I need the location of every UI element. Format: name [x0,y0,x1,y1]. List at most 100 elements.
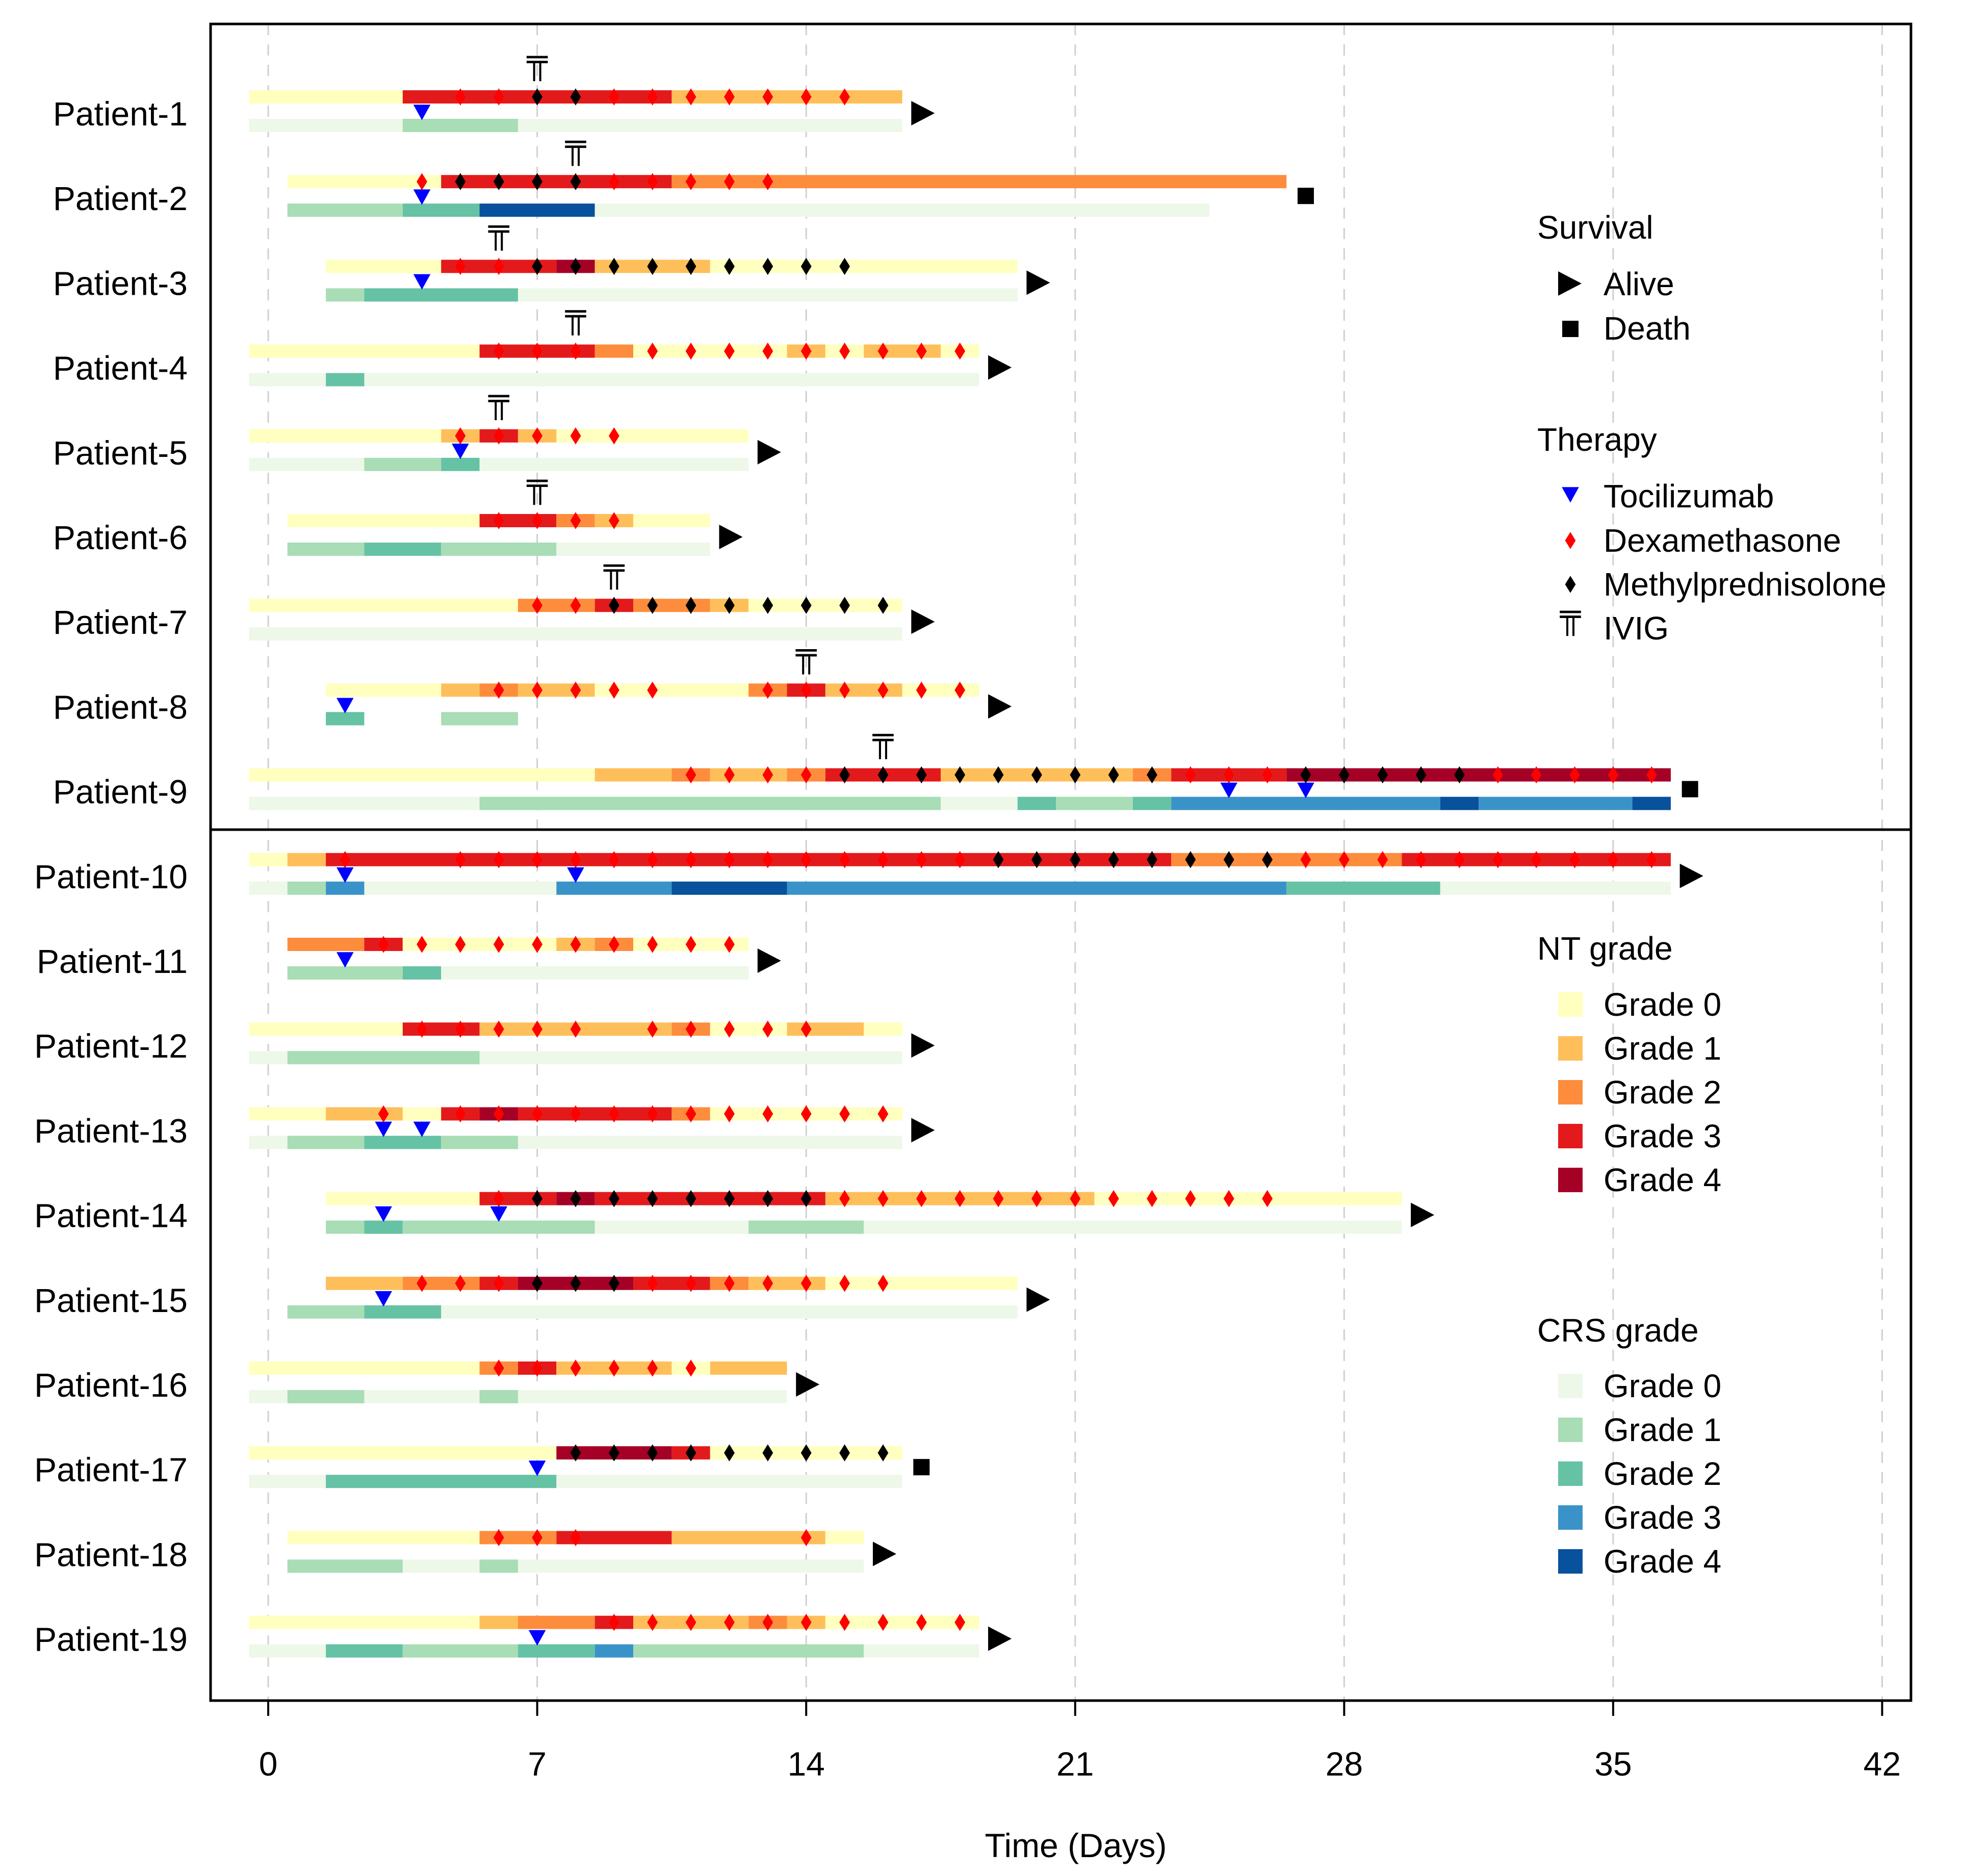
dexamethasone-marker [647,851,658,868]
dexamethasone-marker [493,342,504,360]
dexamethasone-marker [608,1613,619,1631]
dexamethasone-marker [647,1275,658,1292]
patient-markers [417,1020,935,1058]
nt-segment [249,853,288,866]
legend-title: Therapy [1537,421,1657,458]
crs-segment [326,1644,403,1658]
crs-segment [1440,796,1479,810]
nt-segment [249,599,518,612]
methylprednisolone-marker [762,1444,773,1461]
nt-segment [710,260,1018,273]
crs-segment [287,203,403,217]
dexamethasone-marker [417,1275,427,1292]
legend-death-icon [1562,321,1579,337]
crs-segment [287,966,403,980]
nt-segment [671,1531,825,1545]
nt-segment [326,1107,403,1121]
methylprednisolone-marker [762,258,773,275]
legend-crs-swatch [1558,1374,1583,1398]
dexamethasone-marker [762,342,773,360]
methylprednisolone-marker [1377,766,1388,784]
methylprednisolone-marker [916,766,927,784]
nt-segment [479,1192,557,1205]
patient-label: Patient-8 [53,688,188,726]
dexamethasone-marker [1338,851,1350,868]
dexamethasone-marker [455,427,466,445]
dexamethasone-marker [570,936,581,953]
legend-crs-swatch [1558,1461,1583,1486]
patient-row [249,1107,902,1149]
nt-segment [518,683,595,697]
patient-labels: Patient-1 Patient-2 Patient-3 Patient-4 Pati… [34,95,188,1658]
crs-segment [479,1051,902,1065]
crs-segment [287,1051,480,1065]
alive-marker [1679,863,1703,888]
patient-label: Patient-17 [34,1451,188,1488]
methylprednisolone-marker [1300,766,1311,784]
dexamethasone-marker [724,766,735,784]
crs-segment [402,203,480,217]
tocilizumab-marker [413,189,431,205]
dexamethasone-marker [800,1020,812,1038]
methylprednisolone-marker [570,258,581,275]
crs-segment [441,543,557,556]
crs-segment [364,288,518,302]
tocilizumab-marker [375,1291,392,1307]
tocilizumab-marker [528,1460,546,1476]
methylprednisolone-marker [1415,766,1427,784]
nt-segment [287,853,326,866]
crs-segment [326,1220,365,1234]
methylprednisolone-marker [762,1190,773,1207]
crs-segment [402,1644,518,1658]
crs-segment [364,1305,442,1319]
crs-segment [326,712,365,726]
dexamethasone-marker [1646,766,1657,784]
crs-segment [287,1136,365,1149]
legend-label: Grade 1 [1604,1030,1721,1067]
crs-segment [326,881,365,895]
crs-segment [249,1475,326,1488]
crs-segment [364,373,979,387]
crs-segment [249,373,326,387]
crs-segment [364,1220,403,1234]
dexamethasone-marker [877,342,889,360]
methylprednisolone-marker [570,173,581,190]
legend-nt-swatch [1558,1036,1583,1061]
dexamethasone-marker [608,936,619,953]
crs-segment [518,1644,595,1658]
dexamethasone-marker [954,851,966,868]
death-marker [1682,781,1698,798]
legend-label: Grade 4 [1604,1162,1721,1198]
methylprednisolone-marker [1262,851,1273,868]
dexamethasone-marker [954,1190,966,1207]
patient-markers [375,1190,1435,1227]
dexamethasone-marker [647,1105,658,1123]
ivig-marker [565,310,586,336]
dexamethasone-marker [877,1275,889,1292]
dexamethasone-marker [608,1105,619,1123]
methylprednisolone-marker [762,597,773,614]
nt-segment [1094,1192,1402,1205]
nt-segment [402,1276,480,1290]
crs-segment [479,457,749,471]
dexamethasone-marker [570,1529,581,1547]
dexamethasone-marker [493,1529,504,1547]
nt-segment [441,683,480,697]
crs-segment [364,881,557,895]
patient-label: Patient-3 [53,264,188,302]
dexamethasone-marker [570,1020,581,1038]
methylprednisolone-marker [877,1444,889,1461]
dexamethasone-marker [724,88,735,106]
dexamethasone-marker [1223,766,1234,784]
legend-label: Grade 0 [1604,1368,1721,1404]
crs-segment [287,1559,403,1573]
dexamethasone-marker [685,173,696,190]
crs-segment [441,966,749,980]
dexamethasone-marker [570,597,581,614]
dexamethasone-marker [647,936,658,953]
patient-label: Patient-10 [34,858,188,895]
patient-markers [528,1444,930,1476]
dexamethasone-marker [647,173,658,190]
ivig-marker [603,564,625,590]
crs-segment [518,288,1018,302]
